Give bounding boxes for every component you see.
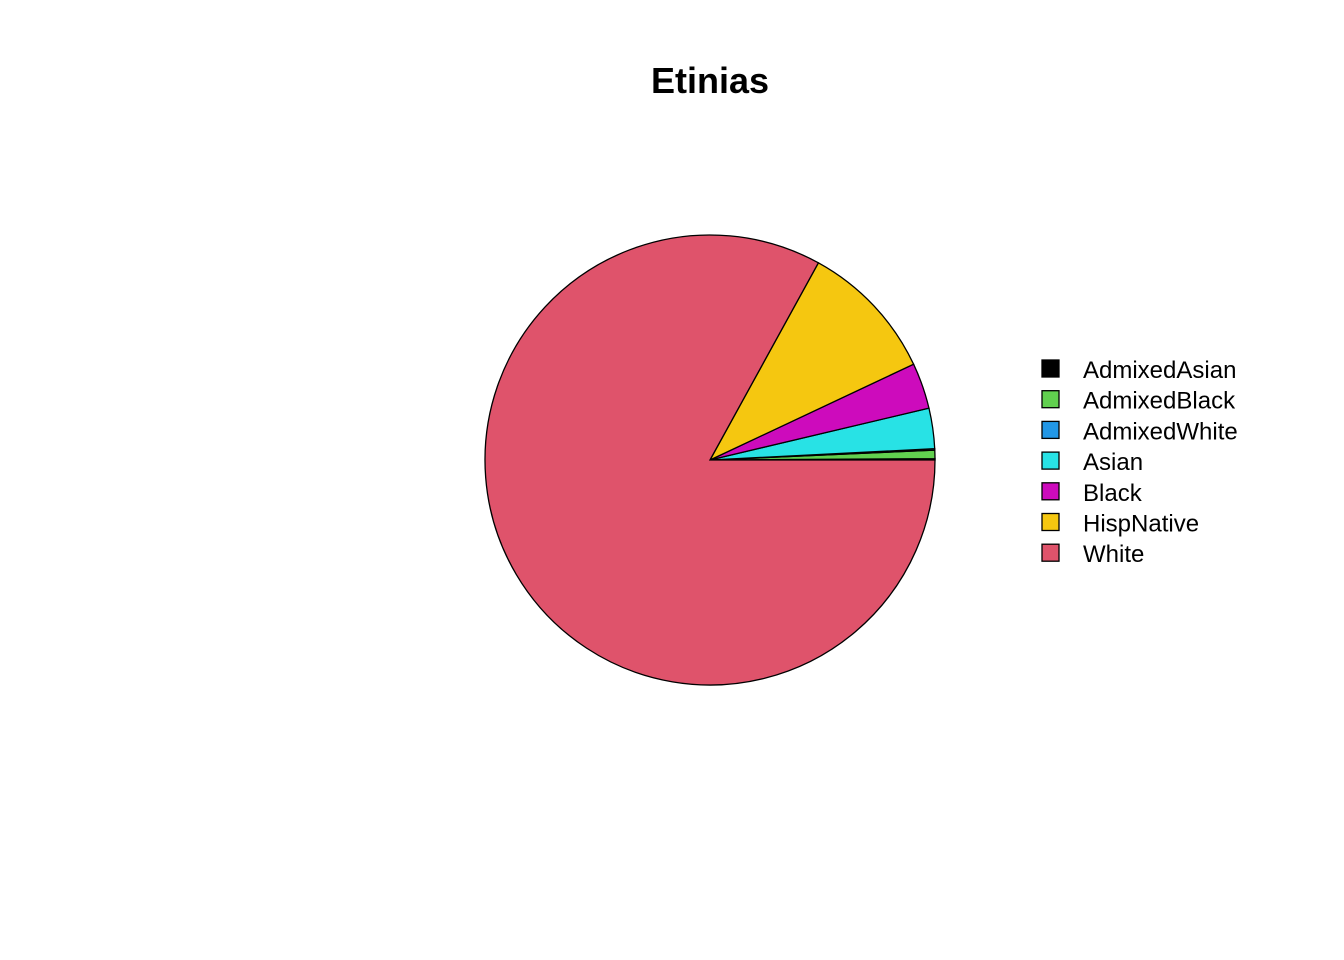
legend-label: Black bbox=[1083, 480, 1143, 507]
legend-label: AdmixedWhite bbox=[1083, 418, 1238, 445]
legend-swatch bbox=[1041, 512, 1060, 532]
legend-label: AdmixedBlack bbox=[1083, 388, 1236, 415]
legend-swatch bbox=[1041, 543, 1060, 562]
legend-item-admixedwhite: AdmixedWhite bbox=[1041, 418, 1238, 445]
legend-item-admixedasian: AdmixedAsian bbox=[1041, 357, 1236, 384]
legend-item-black: Black bbox=[1041, 480, 1143, 507]
legend-swatch bbox=[1041, 420, 1060, 440]
legend-item-admixedblack: AdmixedBlack bbox=[1041, 388, 1236, 415]
pie-slice-hispnative bbox=[708, 261, 915, 462]
chart-title: Etinias bbox=[651, 60, 769, 101]
legend-label: HispNative bbox=[1083, 511, 1199, 538]
legend-item-asian: Asian bbox=[1041, 449, 1143, 476]
legend-label: AdmixedAsian bbox=[1083, 357, 1236, 384]
pie-slices bbox=[484, 234, 936, 686]
legend: AdmixedAsian AdmixedBlack AdmixedWhite Asia… bbox=[1041, 357, 1238, 568]
pie-slice-white bbox=[484, 234, 936, 686]
legend-item-white: White bbox=[1041, 541, 1144, 568]
legend-label: Asian bbox=[1083, 449, 1143, 476]
legend-swatch bbox=[1041, 390, 1060, 409]
legend-swatch bbox=[1041, 482, 1060, 501]
legend-label: White bbox=[1083, 541, 1144, 568]
legend-item-hispnative: HispNative bbox=[1041, 511, 1199, 538]
legend-swatch bbox=[1041, 359, 1060, 378]
legend-swatch bbox=[1041, 451, 1060, 470]
